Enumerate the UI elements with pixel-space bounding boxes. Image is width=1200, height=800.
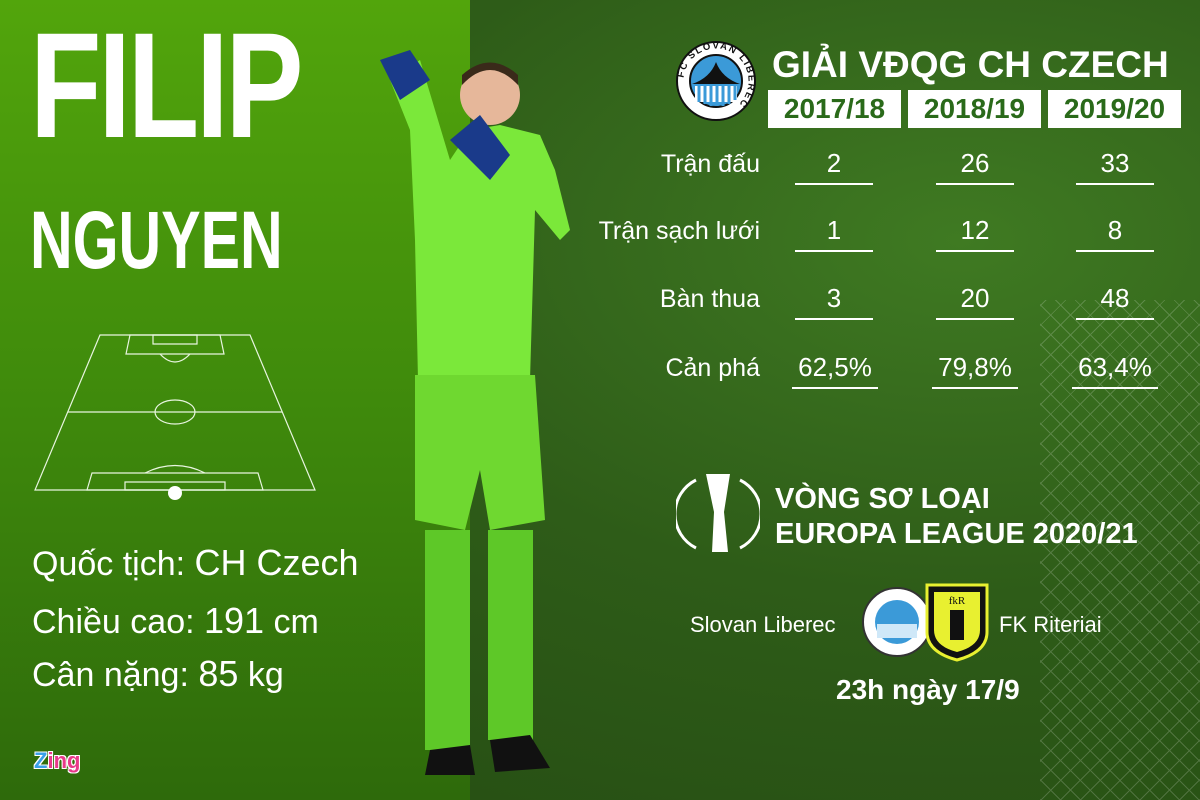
goal-net <box>1040 300 1200 800</box>
weight-row: Cân nặng: 85 kg <box>32 653 284 694</box>
stat-cell: 33 <box>1076 148 1154 185</box>
player-first-name: FILIP <box>30 1 304 169</box>
stat-cell: 79,8% <box>932 352 1018 389</box>
home-team: Slovan Liberec <box>690 612 836 637</box>
player-last-name: NGUYEN <box>30 195 283 286</box>
stat-cell: 20 <box>936 283 1014 320</box>
zing-logo: Zing <box>34 748 81 773</box>
stat-cell: 26 <box>936 148 1014 185</box>
league-title: GIẢI VĐQG CH CZECH <box>772 44 1169 85</box>
slovan-liberec-logo: FC SLOVAN LIBEREC <box>676 40 756 121</box>
stat-label: Trận đấu <box>660 150 760 178</box>
stat-cell: 2 <box>795 148 873 185</box>
stat-cell: 48 <box>1076 283 1154 320</box>
stat-cell: 8 <box>1076 215 1154 252</box>
season-header: 2018/19 <box>908 90 1041 128</box>
player-photo <box>380 50 570 775</box>
stat-label: Trận sạch lưới <box>598 217 760 245</box>
away-team: FK Riteriai <box>999 612 1102 637</box>
away-team-logo: fkR <box>925 583 989 662</box>
nationality-row: Quốc tịch: CH Czech <box>32 542 359 583</box>
player-position-marker <box>168 486 182 500</box>
match-time: 23h ngày 17/9 <box>836 674 1020 705</box>
stat-cell: 62,5% <box>792 352 878 389</box>
left-panel <box>0 0 470 800</box>
europa-league-icon <box>676 474 760 552</box>
stat-label: Bàn thua <box>659 285 760 313</box>
season-header: 2017/18 <box>768 90 901 128</box>
stat-cell: 12 <box>936 215 1014 252</box>
stat-cell: 63,4% <box>1072 352 1158 389</box>
home-team-logo <box>862 587 932 657</box>
stat-cell: 3 <box>795 283 873 320</box>
europa-title: VÒNG SƠ LOẠI EUROPA LEAGUE 2020/21 <box>775 483 1138 550</box>
stat-label: Cản phá <box>665 354 760 382</box>
stat-cell: 1 <box>795 215 873 252</box>
svg-text:fkR: fkR <box>949 595 966 607</box>
pitch-diagram <box>34 334 316 500</box>
height-row: Chiều cao: 191 cm <box>32 600 319 641</box>
season-header: 2019/20 <box>1048 90 1181 128</box>
